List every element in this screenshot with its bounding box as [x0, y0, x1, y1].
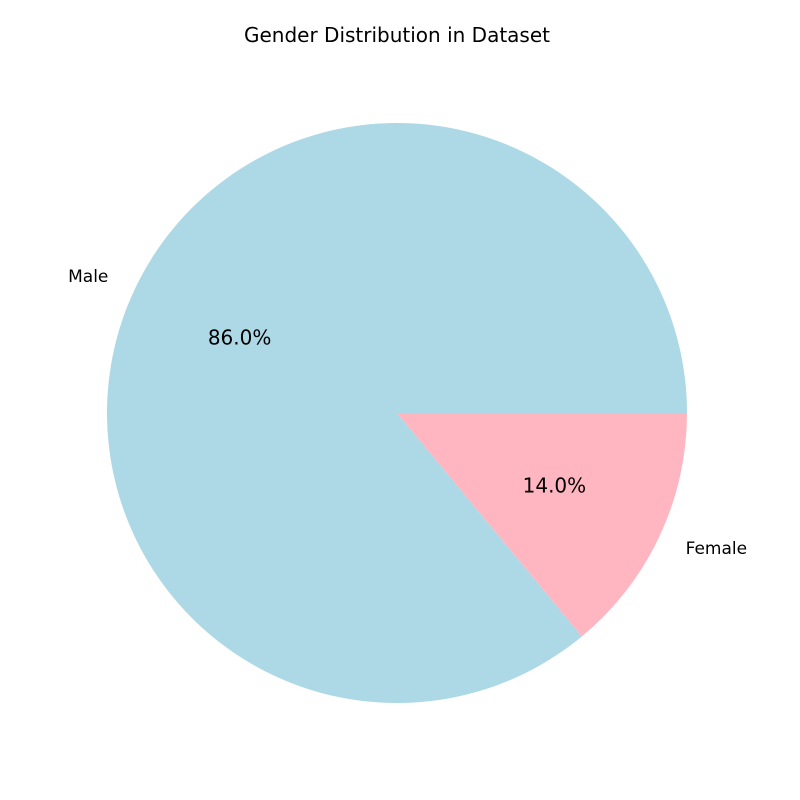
slice-label-female: Female: [686, 539, 747, 559]
slice-percent-female: 14.0%: [523, 474, 587, 498]
chart-title: Gender Distribution in Dataset: [244, 23, 550, 47]
pie-slices: [107, 122, 688, 703]
pie-slice-female: [397, 413, 687, 637]
pie-labels: Male 86.0% Female 14.0%: [68, 267, 747, 559]
slice-label-male: Male: [68, 267, 108, 287]
slice-percent-male: 86.0%: [208, 325, 272, 349]
pie-slice-male: [107, 122, 688, 703]
